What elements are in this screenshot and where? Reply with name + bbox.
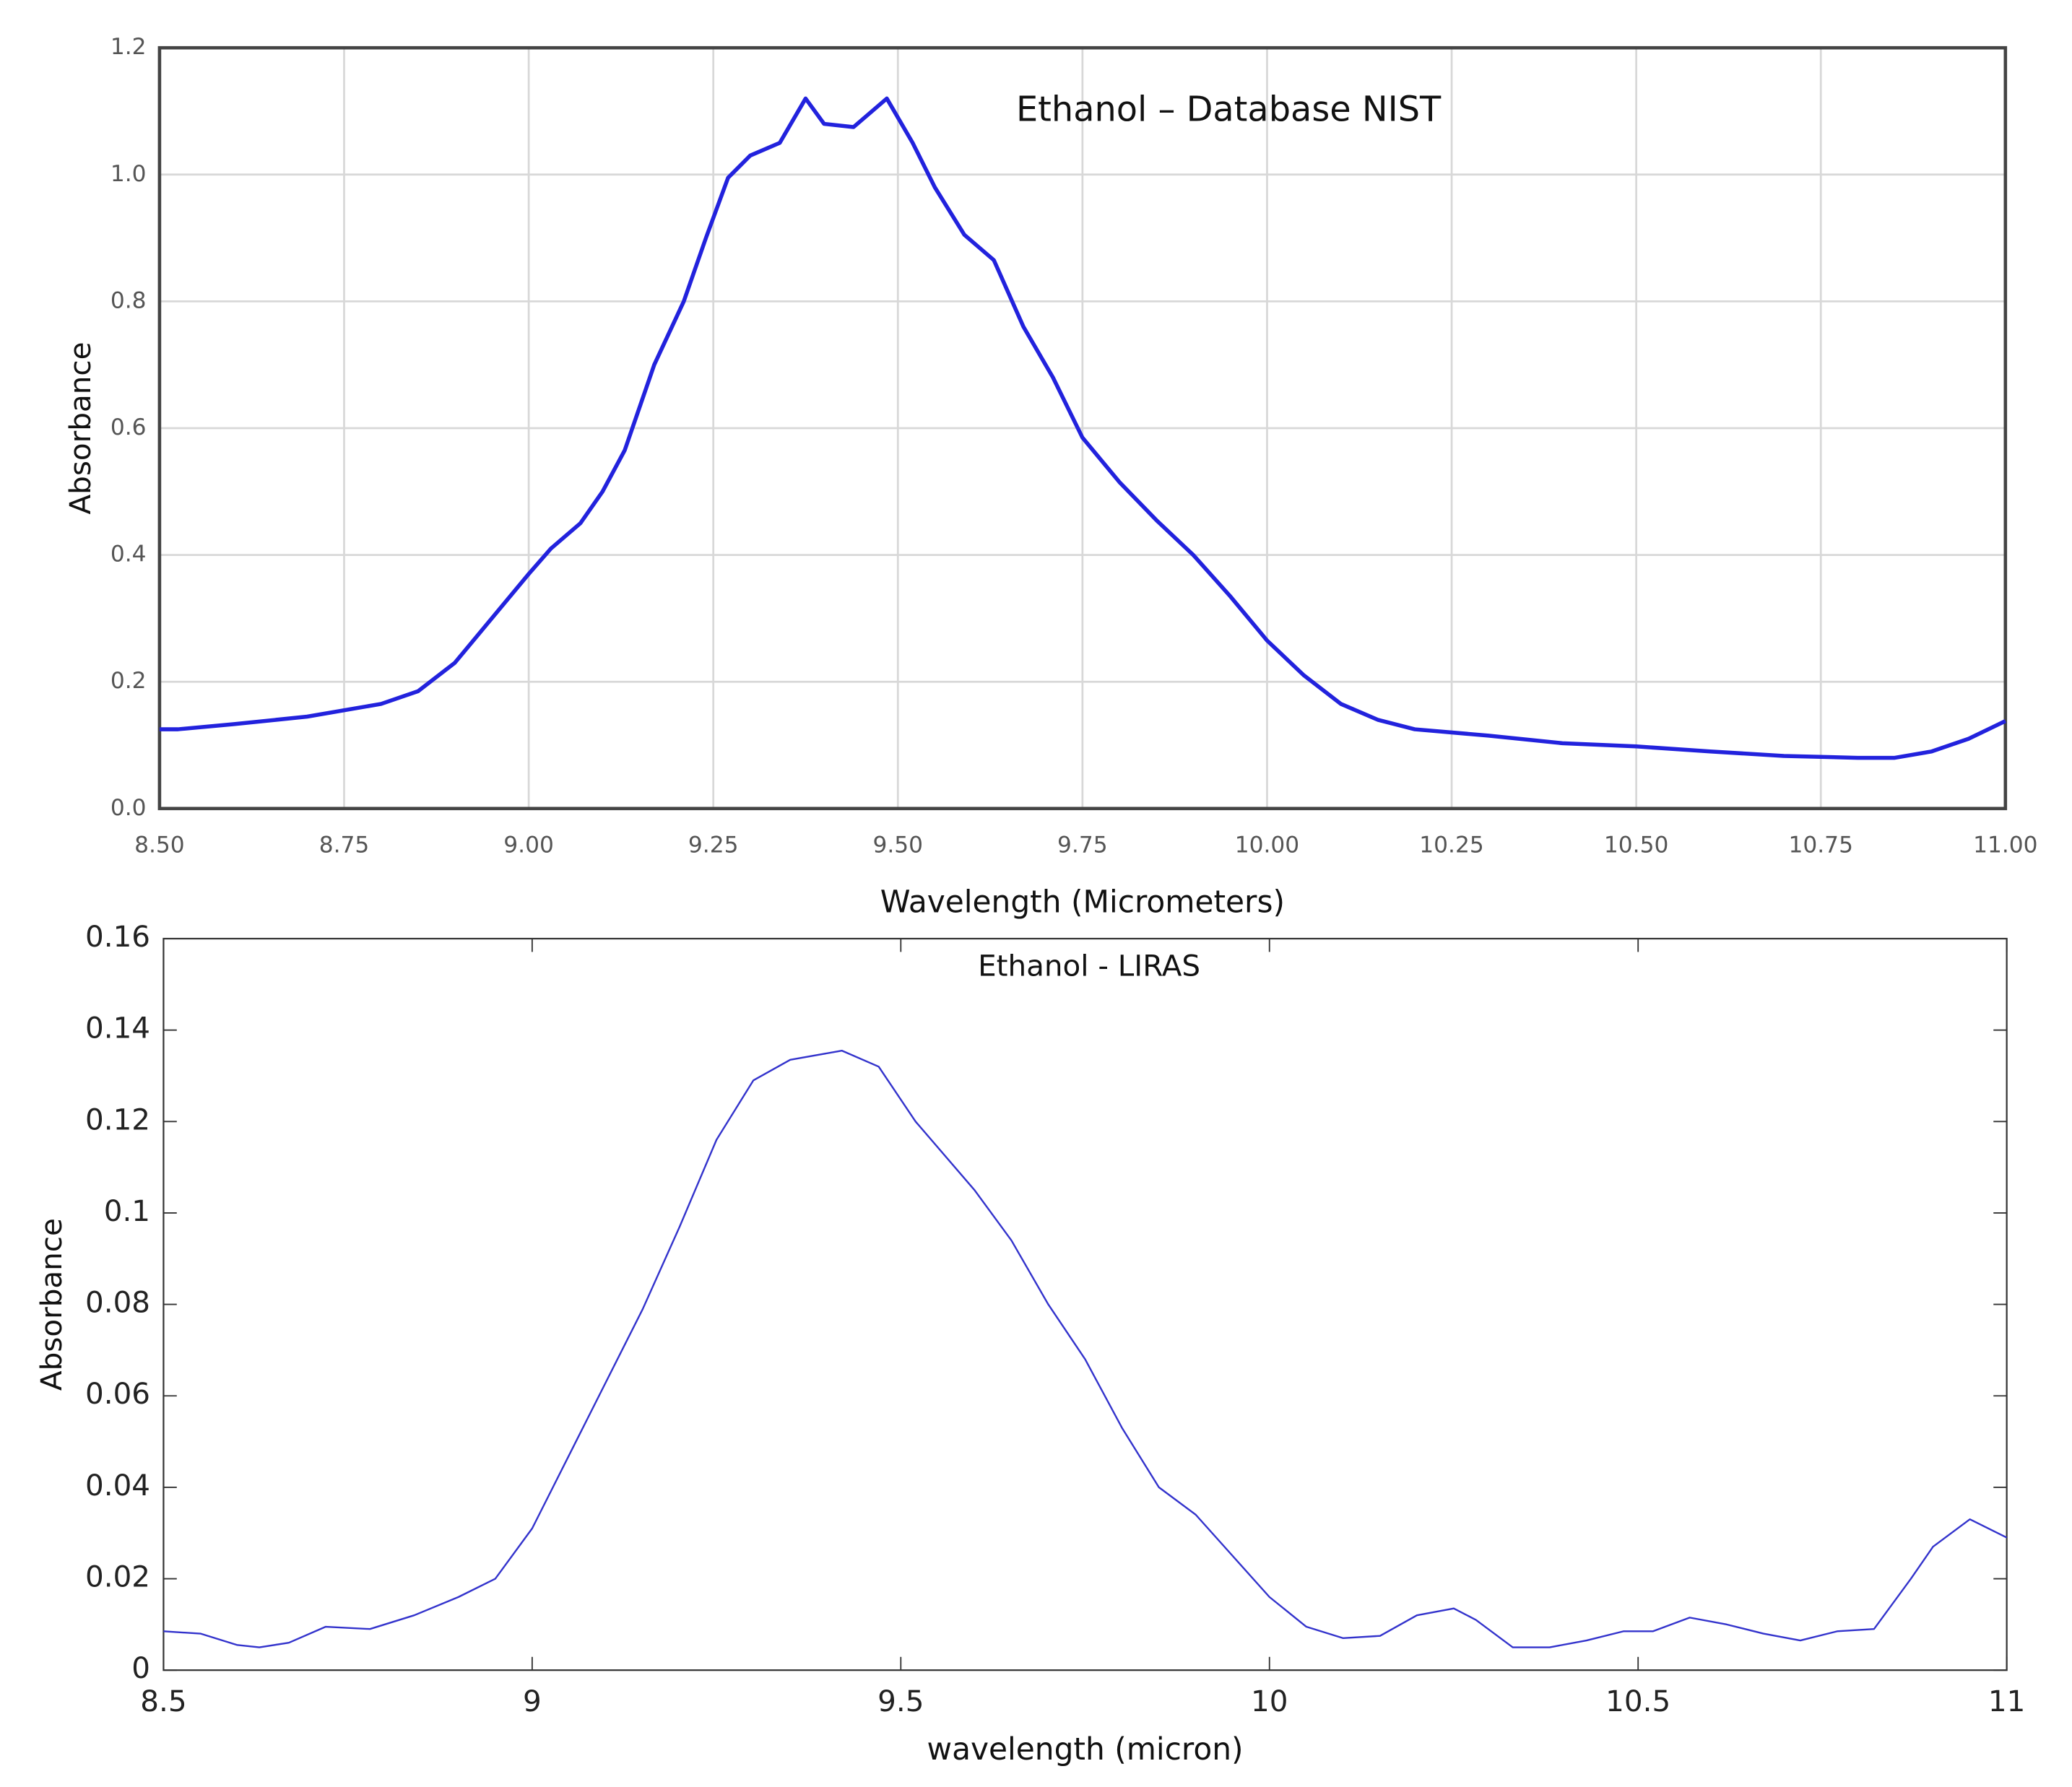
x-axis-title: wavelength (micron) [927, 1731, 1244, 1767]
x-tick-label: 10.50 [1604, 832, 1668, 858]
chart-title: Ethanol – Database NIST [1016, 90, 1442, 129]
x-tick-label: 8.5 [140, 1684, 186, 1718]
y-axis-title: Absorbance [63, 342, 97, 515]
plot-frame [157, 45, 2008, 811]
y-tick-label: 0.6 [110, 414, 147, 440]
x-tick-label: 9.5 [877, 1684, 924, 1718]
y-tick-label: 0.14 [85, 1011, 150, 1045]
x-tick-label: 10.25 [1419, 832, 1483, 858]
x-axis-title: Wavelength (Micrometers) [880, 884, 1285, 920]
x-tick-label: 11.00 [1973, 832, 2037, 858]
y-tick-label: 0.2 [110, 668, 147, 694]
x-tick-label: 9.00 [503, 832, 554, 858]
y-tick-label: 1.2 [110, 34, 147, 60]
x-tick-label: 9 [523, 1684, 542, 1718]
y-axis-title: Absorbance [34, 1218, 69, 1391]
chart-title: Ethanol - LIRAS [978, 948, 1200, 983]
plot-frame [162, 937, 2008, 1671]
y-tick-label: 0.0 [110, 795, 147, 821]
x-tick-label: 10.5 [1605, 1684, 1670, 1718]
plot-area [163, 939, 2007, 1671]
x-tick-label: 10.00 [1235, 832, 1299, 858]
y-tick-label: 1.0 [110, 161, 147, 187]
y-tick-label: 0 [131, 1651, 150, 1685]
y-tick-label: 0.8 [110, 287, 147, 313]
y-tick-label: 0.4 [110, 542, 147, 568]
y-tick-label: 0.12 [85, 1102, 150, 1136]
x-tick-label: 11 [1988, 1684, 2025, 1718]
y-tick-label: 0.08 [85, 1285, 150, 1320]
data-line [163, 1049, 2008, 1648]
x-tick-label: 8.75 [319, 832, 370, 858]
y-tick-label: 0.1 [104, 1193, 150, 1228]
x-tick-label: 8.50 [134, 832, 185, 858]
y-tick-label: 0.06 [85, 1376, 150, 1411]
x-tick-label: 10.75 [1788, 832, 1852, 858]
x-tick-label: 9.25 [688, 832, 739, 858]
x-tick-label: 9.75 [1057, 832, 1108, 858]
y-tick-label: 0.02 [85, 1560, 150, 1594]
y-tick-label: 0.04 [85, 1468, 150, 1503]
x-tick-label: 9.50 [872, 832, 923, 858]
x-tick-label: 10 [1251, 1684, 1288, 1718]
data-line [159, 96, 2007, 760]
y-tick-label: 0.16 [85, 919, 150, 954]
